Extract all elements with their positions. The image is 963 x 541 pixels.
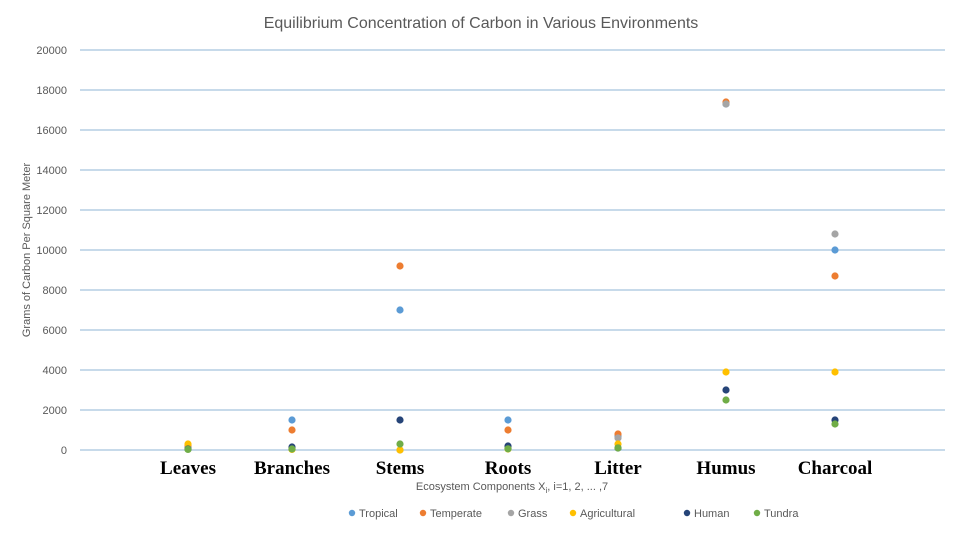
y-axis-label: Grams of Carbon Per Square Meter (21, 163, 33, 338)
data-point-temperate-roots (504, 426, 512, 434)
legend-item-tropical: Tropical (348, 508, 398, 520)
legend-item-grass: Grass (507, 508, 548, 520)
data-point-agricultural-stems (396, 446, 404, 454)
x-tick-label: Humus (696, 458, 755, 479)
gridlines (80, 49, 945, 451)
legend-item-human: Human (683, 508, 729, 520)
data-points (184, 98, 839, 454)
legend-label: Temperate (430, 508, 482, 520)
data-point-tundra-stems (396, 440, 404, 448)
data-point-temperate-branches (288, 426, 296, 434)
x-tick-label: Stems (376, 458, 425, 479)
legend-label: Agricultural (580, 508, 635, 520)
legend-item-agricultural: Agricultural (569, 508, 635, 520)
y-tick-label: 4000 (43, 365, 67, 377)
legend-marker (419, 509, 427, 517)
x-tick-label: Litter (594, 458, 642, 479)
data-point-agricultural-charcoal (831, 368, 839, 376)
legend-marker (507, 509, 515, 517)
data-point-grass-humus (722, 100, 730, 108)
data-point-tropical-branches (288, 416, 296, 424)
data-point-tundra-leaves (184, 445, 192, 453)
x-axis-label: Ecosystem Components Xi, i=1, 2, ... ,7 (416, 481, 608, 495)
y-tick-label: 8000 (43, 285, 67, 297)
legend-marker (569, 509, 577, 517)
legend-marker (753, 509, 761, 517)
data-point-human-stems (396, 416, 404, 424)
data-point-tundra-branches (288, 445, 296, 453)
y-tick-label: 20000 (36, 45, 67, 57)
data-point-tropical-roots (504, 416, 512, 424)
legend-label: Human (694, 508, 729, 520)
chart-title: Equilibrium Concentration of Carbon in V… (264, 15, 699, 32)
legend: Tropical Temperate Grass Agricultural Human T… (348, 508, 799, 520)
legend-label: Tropical (359, 508, 398, 520)
y-tick-label: 16000 (36, 125, 67, 137)
y-tick-label: 12000 (36, 205, 67, 217)
y-tick-label: 14000 (36, 165, 67, 177)
data-point-temperate-stems (396, 262, 404, 270)
x-axis-label-main: Ecosystem Components X (416, 481, 546, 493)
x-tick-label: Roots (485, 458, 531, 479)
y-tick-label: 18000 (36, 85, 67, 97)
y-tick-label: 6000 (43, 325, 67, 337)
data-point-tundra-charcoal (831, 420, 839, 428)
data-point-tropical-stems (396, 306, 404, 314)
y-tick-label: 10000 (36, 245, 67, 257)
legend-marker (683, 509, 691, 517)
data-point-human-humus (722, 386, 730, 394)
x-axis-ticks: Leaves Branches Stems Roots Litter Humus Charc… (160, 458, 872, 479)
legend-item-temperate: Temperate (419, 508, 482, 520)
y-tick-label: 2000 (43, 405, 67, 417)
data-point-agricultural-leaves (184, 440, 192, 448)
x-axis-label-subscript: i (546, 486, 548, 495)
y-axis-ticks: 0 2000 4000 6000 8000 10000 12000 14000 16000 180… (36, 45, 67, 457)
x-tick-label: Leaves (160, 458, 216, 479)
legend-label: Grass (518, 508, 548, 520)
legend-item-tundra: Tundra (753, 508, 799, 520)
data-point-temperate-charcoal (831, 272, 839, 280)
data-point-tundra-roots (504, 445, 512, 453)
data-point-grass-charcoal (831, 230, 839, 238)
legend-marker (348, 509, 356, 517)
legend-label: Tundra (764, 508, 799, 520)
data-point-tundra-litter (614, 444, 622, 452)
x-tick-label: Charcoal (798, 458, 873, 479)
x-tick-label: Branches (254, 458, 330, 479)
data-point-grass-litter (614, 434, 622, 442)
data-point-agricultural-humus (722, 368, 730, 376)
data-point-tropical-charcoal (831, 246, 839, 254)
data-point-tundra-humus (722, 396, 730, 404)
y-tick-label: 0 (61, 445, 67, 457)
x-axis-label-tail: , i=1, 2, ... ,7 (547, 481, 608, 493)
